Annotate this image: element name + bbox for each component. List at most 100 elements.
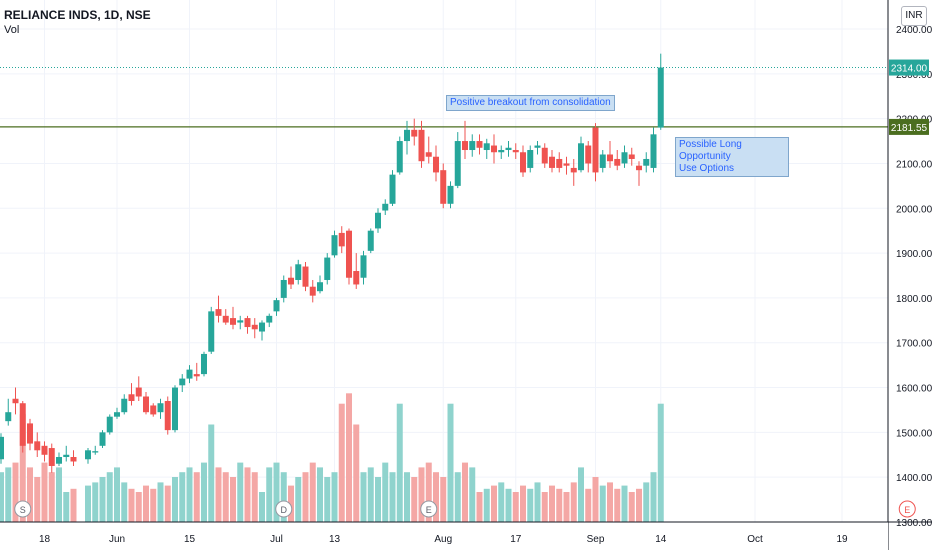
volume-bar bbox=[462, 462, 468, 522]
candle-body bbox=[657, 67, 664, 128]
volume-bar bbox=[41, 462, 48, 522]
candle-body bbox=[353, 271, 360, 285]
y-tick-label: 2100.00 bbox=[896, 159, 932, 170]
candle-body bbox=[273, 300, 280, 312]
volume-bar bbox=[440, 477, 447, 522]
volume-bar bbox=[433, 472, 439, 522]
volume-bar bbox=[628, 492, 635, 522]
candle-body bbox=[563, 163, 570, 166]
volume-bar bbox=[585, 488, 592, 522]
annotation-opportunity[interactable]: Possible Long Opportunity Use Options bbox=[675, 137, 789, 177]
volume-bar bbox=[534, 482, 541, 522]
volume-bar bbox=[404, 472, 410, 522]
candle-body bbox=[19, 403, 26, 446]
candle-body bbox=[280, 279, 287, 298]
candle-body bbox=[237, 320, 244, 323]
candle-body bbox=[527, 150, 534, 168]
candle-body bbox=[498, 150, 505, 153]
volume-bar bbox=[19, 414, 26, 522]
volume-bar bbox=[650, 472, 657, 522]
y-tick-label: 1400.00 bbox=[896, 473, 932, 484]
annotation-breakout[interactable]: Positive breakout from consolidation bbox=[446, 95, 615, 111]
x-tick-label: 13 bbox=[329, 534, 341, 545]
volume-bar bbox=[520, 485, 526, 522]
volume-bar bbox=[280, 472, 287, 522]
candle-body bbox=[534, 145, 541, 148]
volume-bar bbox=[396, 403, 403, 522]
candle-body bbox=[85, 450, 91, 460]
volume-bar bbox=[556, 488, 563, 522]
event-marker-letter: E bbox=[426, 505, 432, 515]
candle-body bbox=[34, 441, 41, 451]
candle-body bbox=[411, 129, 418, 137]
x-tick-label: 15 bbox=[184, 534, 196, 545]
volume-bar bbox=[505, 488, 512, 522]
candle-body bbox=[491, 145, 497, 153]
volume-bar bbox=[172, 477, 178, 522]
y-tick-label: 1800.00 bbox=[896, 294, 932, 305]
volume-bar bbox=[121, 482, 128, 522]
candle-body bbox=[0, 436, 4, 460]
volume-bar bbox=[367, 467, 374, 522]
candle-body bbox=[614, 158, 621, 166]
y-tick-label: 1900.00 bbox=[896, 249, 932, 260]
volume-bar bbox=[483, 488, 490, 522]
volume-bar bbox=[317, 467, 323, 522]
annotation-opportunity-line1: Possible Long Opportunity bbox=[679, 139, 742, 162]
candle-body bbox=[12, 398, 19, 404]
candle-body bbox=[483, 143, 490, 151]
candle-body bbox=[476, 141, 483, 148]
candle-body bbox=[541, 147, 548, 164]
x-tick-label: 14 bbox=[655, 534, 667, 545]
candle-body bbox=[549, 156, 555, 168]
last-price-tag-bg bbox=[889, 59, 929, 76]
volume-bar bbox=[447, 403, 454, 522]
event-marker-letter: E bbox=[904, 505, 910, 515]
candle-body bbox=[367, 230, 374, 251]
volume-bar bbox=[273, 462, 280, 522]
volume-bar bbox=[186, 467, 193, 522]
candle-body bbox=[607, 154, 613, 162]
volume-bar bbox=[12, 462, 19, 522]
candle-body bbox=[338, 232, 345, 247]
candle-body bbox=[309, 286, 316, 296]
volume-bar bbox=[34, 477, 41, 522]
volume-bar bbox=[541, 492, 548, 522]
volume-bar bbox=[63, 492, 70, 522]
event-marker-icon bbox=[898, 500, 916, 518]
candle-body bbox=[454, 141, 461, 186]
candle-body bbox=[172, 387, 178, 431]
volume-bar bbox=[657, 403, 664, 522]
volume-bar bbox=[346, 393, 352, 522]
volume-bar bbox=[331, 472, 338, 522]
volume-bar bbox=[527, 488, 534, 522]
currency-button[interactable]: INR bbox=[901, 6, 927, 26]
volume-bar bbox=[215, 467, 222, 522]
volume-bar bbox=[208, 424, 215, 522]
y-tick-label: 1500.00 bbox=[896, 428, 932, 439]
candle-body bbox=[302, 266, 309, 287]
symbol-title: RELIANCE INDS, 1D, NSE bbox=[4, 8, 151, 22]
candle-body bbox=[599, 154, 606, 168]
candle-body bbox=[643, 158, 650, 166]
price-axis-panel bbox=[888, 0, 932, 550]
volume-bar bbox=[476, 492, 483, 522]
candle-body bbox=[99, 432, 106, 446]
volume-indicator-label: Vol bbox=[4, 24, 20, 36]
candle-body bbox=[433, 156, 439, 173]
volume-bar bbox=[599, 485, 606, 522]
candle-body bbox=[70, 457, 77, 462]
volume-bar bbox=[454, 472, 461, 522]
candle-body bbox=[259, 322, 265, 332]
candle-body bbox=[382, 203, 389, 211]
volume-bar bbox=[295, 477, 302, 522]
candle-body bbox=[135, 387, 142, 397]
volume-bar bbox=[244, 467, 251, 522]
candle-body bbox=[164, 400, 171, 431]
candle-body bbox=[396, 141, 403, 173]
volume-bar bbox=[56, 467, 62, 522]
volume-bar bbox=[498, 482, 505, 522]
candle-body bbox=[222, 315, 229, 323]
